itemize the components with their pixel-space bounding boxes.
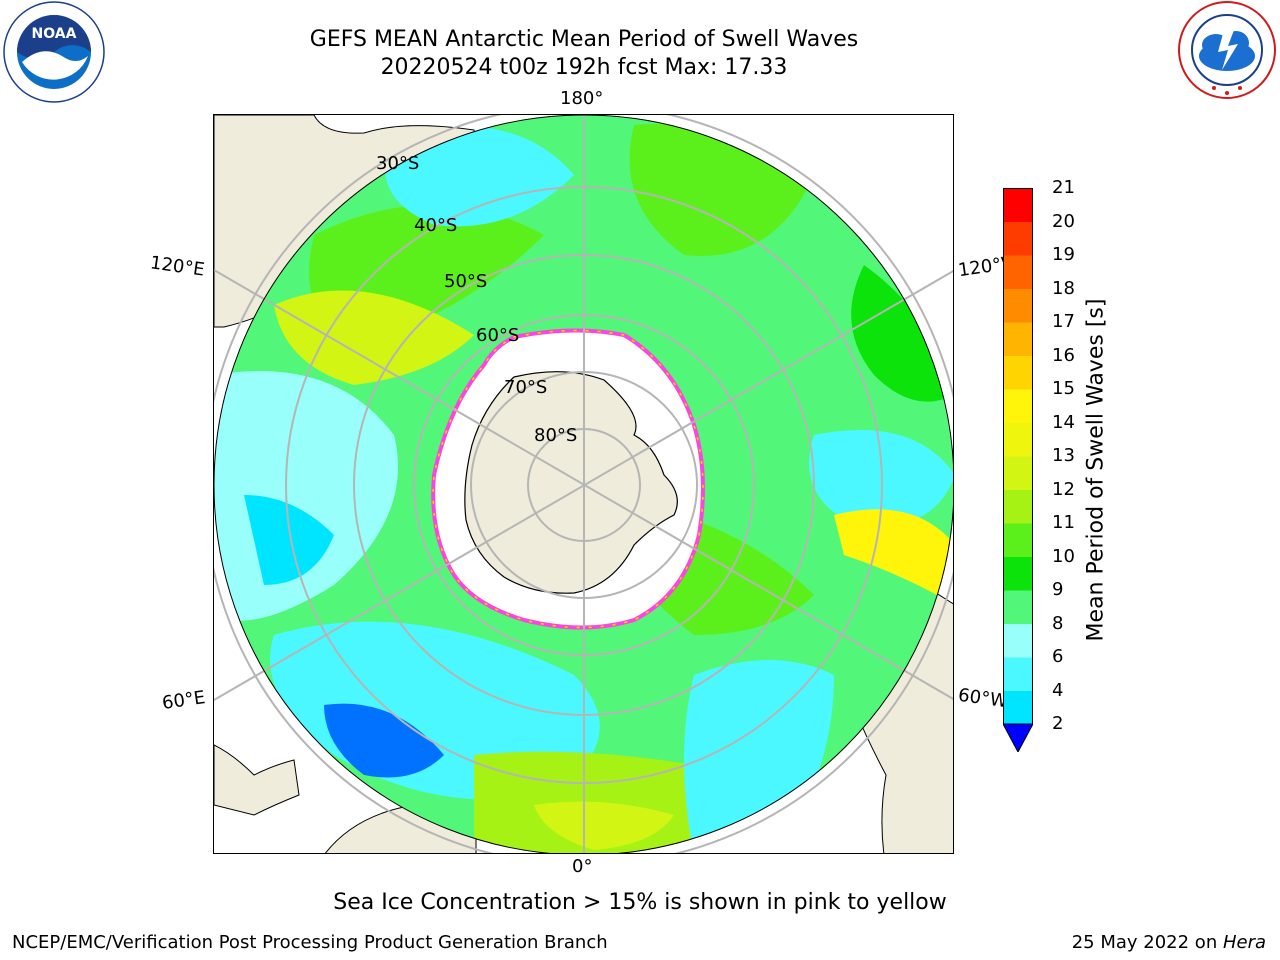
colorbar-segment <box>1003 188 1033 222</box>
colorbar-label: Mean Period of Swell Waves [s] <box>1083 298 1109 642</box>
footer-host: Hera <box>1222 932 1266 953</box>
latitude-labels: 30°S 40°S 50°S 60°S 70°S 80°S <box>376 153 577 446</box>
chart-subtitle: 20220524 t00z 192h fcst Max: 17.33 <box>380 55 788 80</box>
colorbar-tick-label: 21 <box>1052 177 1075 198</box>
colorbar-segment <box>1003 690 1033 725</box>
colorbar-tick-label: 19 <box>1052 244 1075 265</box>
colorbar-segment <box>1003 322 1033 356</box>
colorbar-segment <box>1003 355 1033 390</box>
colorbar-tick-label: 4 <box>1052 679 1064 701</box>
colorbar-tick-label: 20 <box>1052 210 1075 232</box>
colorbar-segment <box>1003 489 1033 524</box>
colorbar-tick-label: 16 <box>1052 344 1075 366</box>
colorbar-segment <box>1003 623 1033 658</box>
colorbar-tick-label: 14 <box>1052 411 1075 433</box>
lon-label-60w: 60°W <box>956 684 1009 713</box>
colorbar-tick-label: 13 <box>1052 445 1075 466</box>
polar-map: 30°S 40°S 50°S 60°S 70°S 80°S <box>213 114 954 854</box>
colorbar-tick-label: 12 <box>1052 478 1075 500</box>
colorbar-segment <box>1003 556 1033 591</box>
svg-text:NOAA: NOAA <box>32 26 77 42</box>
colorbar <box>1003 188 1033 752</box>
noaa-logo: NOAA <box>3 1 105 103</box>
lon-label-180: 180° <box>560 88 604 109</box>
footer-credit: NCEP/EMC/Verification Post Processing Pr… <box>12 932 608 953</box>
footer-date: 25 May 2022 on Hera <box>1072 932 1266 953</box>
colorbar-segment <box>1003 657 1033 691</box>
colorbar-segment <box>1003 456 1033 490</box>
lon-label-0: 0° <box>572 856 593 877</box>
colorbar-segment <box>1003 389 1033 423</box>
colorbar-tick-label: 8 <box>1052 612 1064 634</box>
lat-label-40s: 40°S <box>414 215 457 236</box>
lat-label-30s: 30°S <box>376 153 419 174</box>
lat-label-50s: 50°S <box>444 271 487 292</box>
lon-label-60e: 60°E <box>160 687 207 714</box>
colorbar-extend-triangle <box>1003 723 1033 752</box>
lat-label-70s: 70°S <box>504 377 547 398</box>
lat-label-80s: 80°S <box>534 425 577 446</box>
colorbar-tick-label: 9 <box>1052 579 1064 600</box>
colorbar-segment <box>1003 221 1033 256</box>
lon-label-120e: 120°E <box>148 252 206 281</box>
nws-logo <box>1178 1 1276 99</box>
graticule <box>214 115 953 853</box>
colorbar-tick-label: 6 <box>1052 646 1064 667</box>
colorbar-segment <box>1003 422 1033 457</box>
footer-date-text: 25 May 2022 on <box>1071 932 1223 953</box>
colorbar-segment <box>1003 288 1033 323</box>
colorbar-tick-label: 11 <box>1052 512 1075 533</box>
colorbar-tick-label: 10 <box>1052 545 1075 567</box>
colorbar-segment <box>1003 590 1033 624</box>
lat-label-60s: 60°S <box>476 325 519 346</box>
colorbar-tick-label: 17 <box>1052 311 1075 332</box>
sea-ice-note: Sea Ice Concentration > 15% is shown in … <box>333 890 947 915</box>
colorbar-tick-label: 2 <box>1052 713 1064 734</box>
chart-title: GEFS MEAN Antarctic Mean Period of Swell… <box>309 27 859 52</box>
colorbar-segment <box>1003 255 1033 289</box>
colorbar-tick-label: 18 <box>1052 277 1075 299</box>
antarctica <box>464 371 678 594</box>
colorbar-tick-label: 15 <box>1052 378 1075 399</box>
colorbar-segment <box>1003 523 1033 557</box>
